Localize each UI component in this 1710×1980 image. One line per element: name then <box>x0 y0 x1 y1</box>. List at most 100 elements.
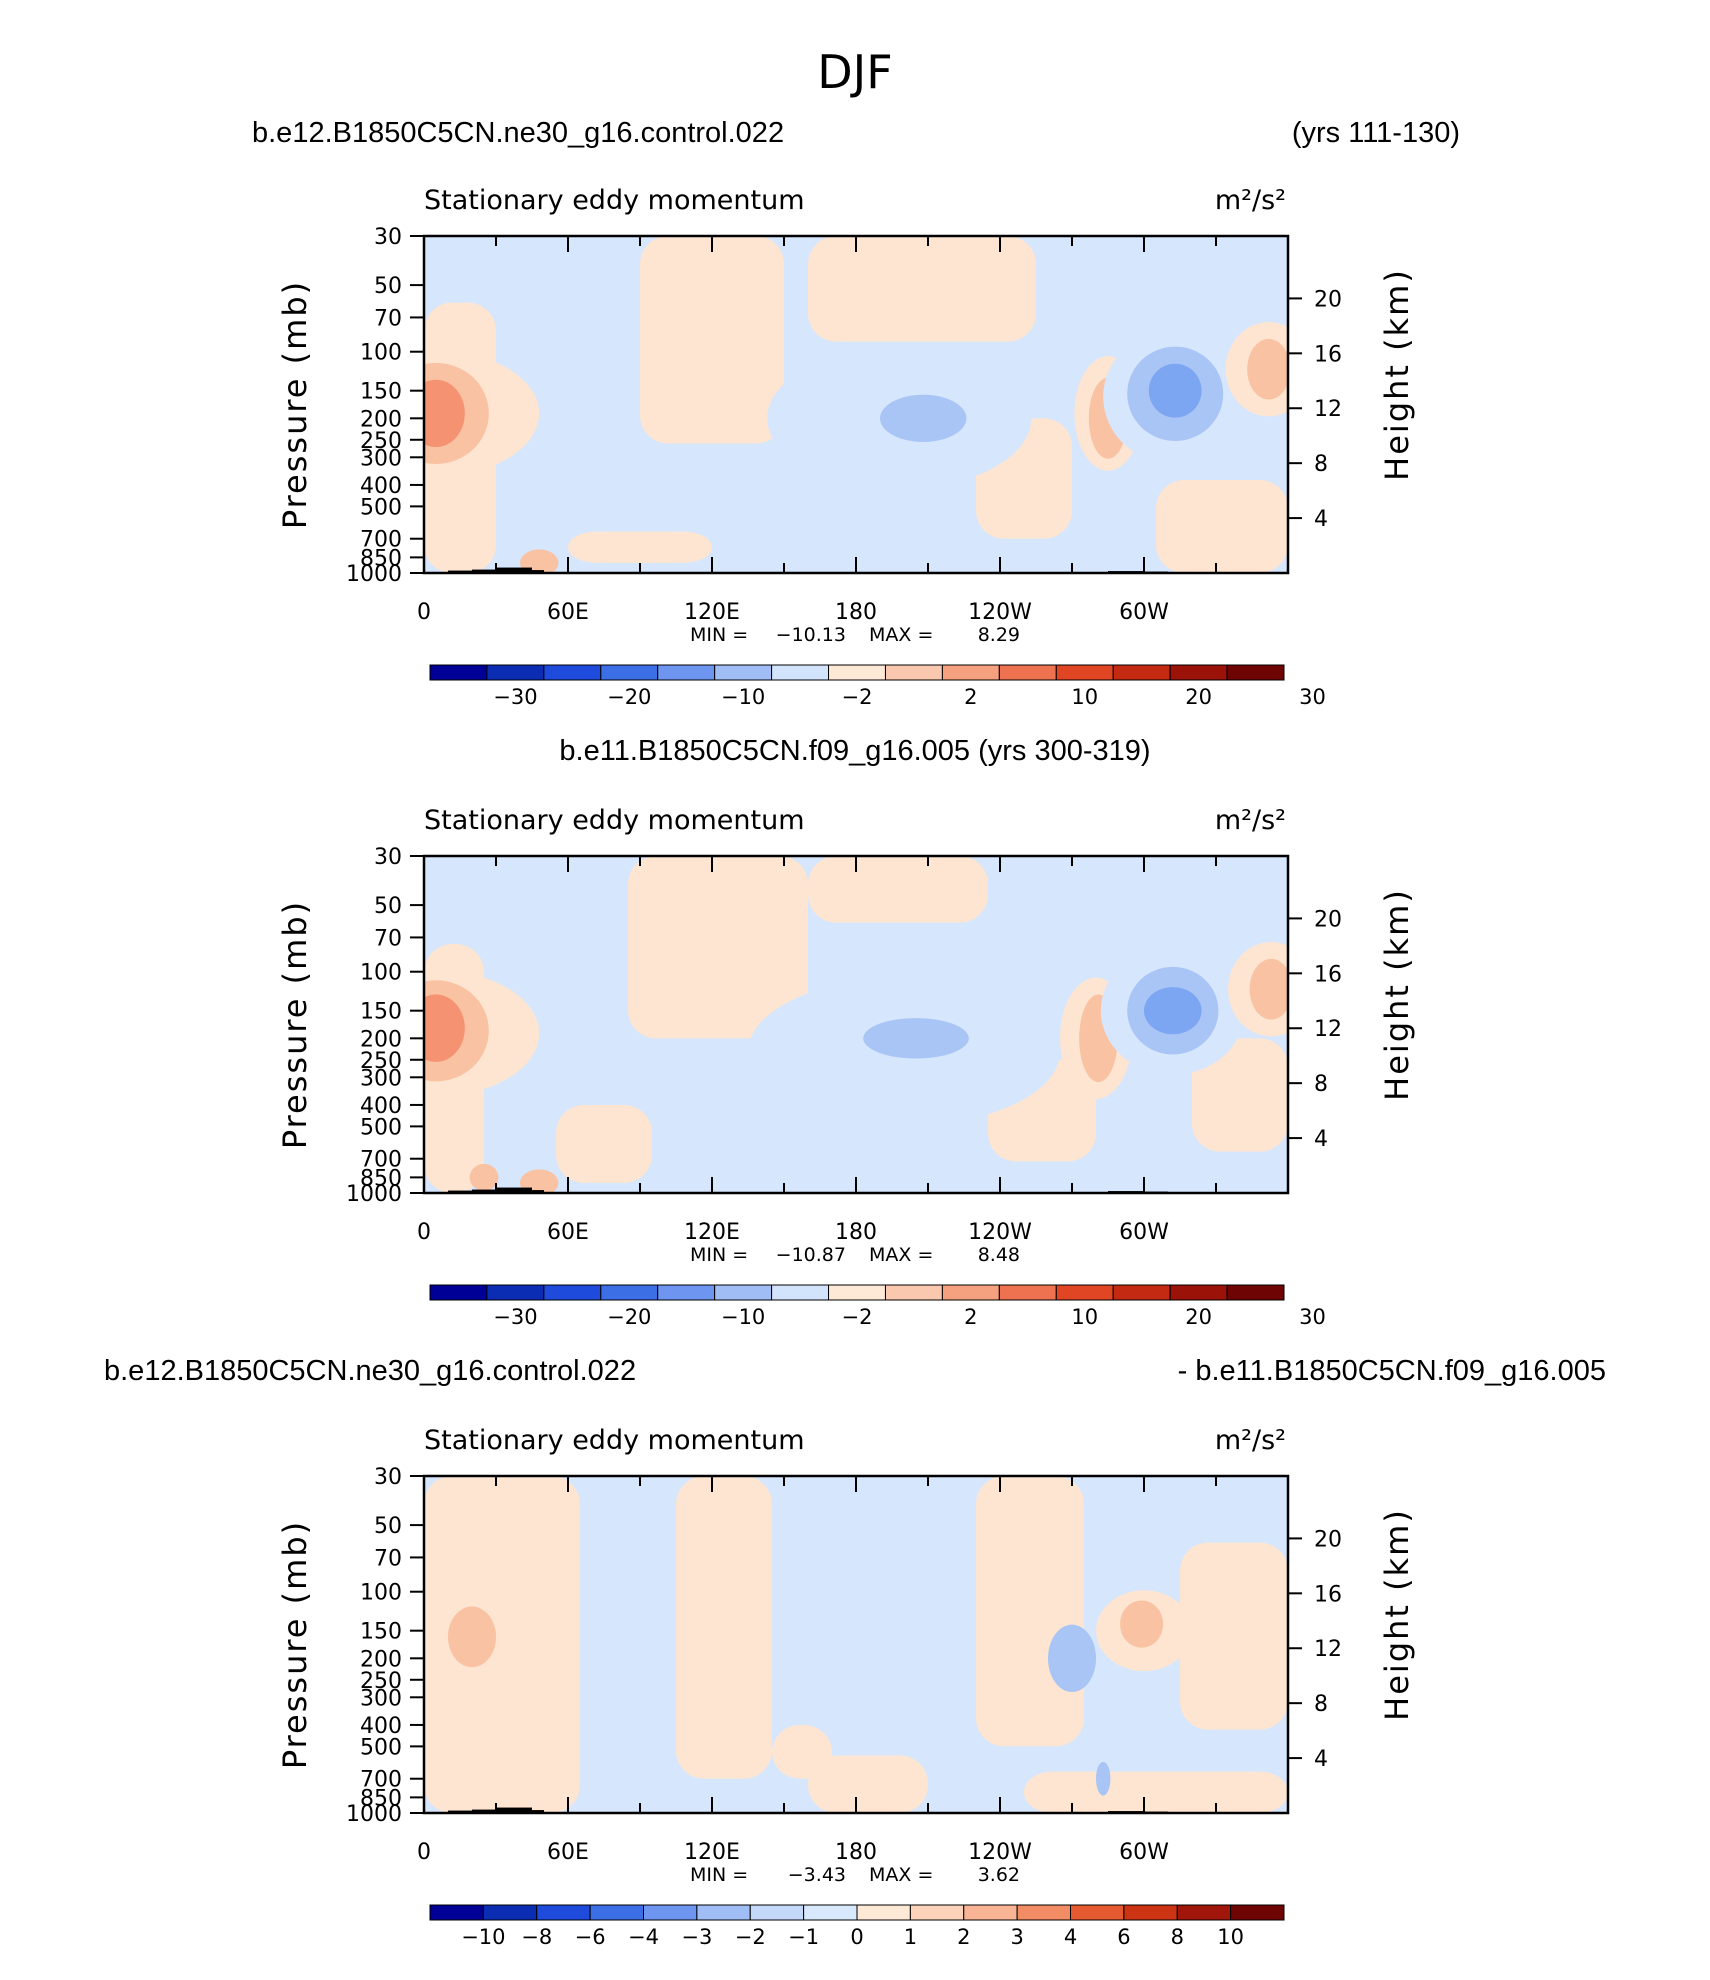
colorbar-label: 2 <box>964 1305 977 1329</box>
colorbar-box <box>771 1284 830 1301</box>
y-right-tick-label: 16 <box>1314 1582 1342 1607</box>
y-tick-label: 400 <box>360 1094 402 1119</box>
colorbar-box <box>714 1284 773 1301</box>
min-value: −3.43 <box>788 1864 846 1886</box>
colorbar-label: −20 <box>607 685 651 709</box>
colorbar-box <box>1055 1284 1114 1301</box>
max-value: 3.62 <box>978 1864 1020 1886</box>
x-tick-label: 180 <box>835 1840 877 1865</box>
colorbar-box <box>1226 664 1285 681</box>
y-tick-label: 30 <box>374 1465 402 1490</box>
contour-region <box>520 1169 559 1193</box>
y-tick-label: 300 <box>360 446 402 471</box>
y-tick-label: 500 <box>360 1735 402 1760</box>
colorbar-box <box>486 1284 545 1301</box>
y-tick-label: 250 <box>360 1669 402 1694</box>
y-right-tick-label: 12 <box>1314 397 1342 422</box>
colorbar-box <box>714 664 773 681</box>
colorbar-label: −2 <box>735 1925 766 1949</box>
colorbar-label: 1 <box>904 1925 917 1949</box>
y-axis-label: Pressure (mb) <box>276 900 314 1149</box>
min-value: −10.13 <box>776 624 846 646</box>
y-tick-label: 700 <box>360 528 402 553</box>
chart-panel-3: b.e12.B1850C5CN.ne30_g16.control.022 - b.… <box>104 1355 1606 1949</box>
y-axis-label: Pressure (mb) <box>276 280 314 529</box>
x-tick-label: 120W <box>968 1220 1032 1245</box>
x-tick-label: 0 <box>417 1220 431 1245</box>
terrain-mask <box>472 1809 496 1813</box>
x-tick-label: 120W <box>968 600 1032 625</box>
y-right-tick-label: 16 <box>1314 342 1342 367</box>
colorbar-label: −8 <box>521 1925 552 1949</box>
colorbar-box <box>643 1904 698 1921</box>
colorbar-label: 3 <box>1010 1925 1023 1949</box>
contour-region <box>1192 1038 1288 1152</box>
min-value: −10.87 <box>776 1244 846 1266</box>
colorbar-box <box>856 1904 911 1921</box>
colorbar-label: −2 <box>842 685 873 709</box>
min-label: MIN = <box>690 1244 748 1266</box>
chart-panel-2: b.e11.B1850C5CN.f09_g16.005 (yrs 300-319… <box>276 735 1416 1329</box>
plot-area <box>424 1476 1288 1813</box>
terrain-mask <box>496 1807 532 1813</box>
y-tick-label: 100 <box>360 1581 402 1606</box>
contour-region <box>424 1476 580 1813</box>
y-tick-label: 850 <box>360 1786 402 1811</box>
contour-region <box>640 236 784 444</box>
contour-region <box>1180 1542 1288 1730</box>
contour-region <box>1156 480 1288 573</box>
colorbar-label: 2 <box>964 685 977 709</box>
colorbar-box <box>429 1904 484 1921</box>
panel-units: m²/s² <box>1215 805 1286 836</box>
y-tick-label: 100 <box>360 341 402 366</box>
colorbar-box <box>803 1904 858 1921</box>
y-tick-label: 300 <box>360 1686 402 1711</box>
y-tick-label: 500 <box>360 1115 402 1140</box>
max-value: 8.48 <box>978 1244 1020 1266</box>
colorbar-box <box>1169 664 1228 681</box>
y-tick-label: 700 <box>360 1768 402 1793</box>
colorbar-box <box>536 1904 591 1921</box>
y-right-tick-label: 12 <box>1314 1637 1342 1662</box>
terrain-mask <box>496 1187 532 1193</box>
y-tick-label: 200 <box>360 407 402 432</box>
x-tick-label: 0 <box>417 1840 431 1865</box>
colorbar-box <box>1226 1284 1285 1301</box>
y-right-tick-label: 20 <box>1314 907 1342 932</box>
y-right-axis-label: Height (km) <box>1378 888 1416 1101</box>
colorbar-box <box>600 664 659 681</box>
max-label: MAX = <box>869 1244 933 1266</box>
x-tick-label: 180 <box>835 600 877 625</box>
colorbar-label: 0 <box>850 1925 863 1949</box>
y-right-tick-label: 4 <box>1314 1747 1328 1772</box>
x-tick-label: 60W <box>1119 600 1169 625</box>
panel-subtitle: Stationary eddy momentum <box>424 805 805 836</box>
y-right-tick-label: 8 <box>1314 1692 1328 1717</box>
contour-region <box>880 394 967 442</box>
x-tick-label: 60W <box>1119 1220 1169 1245</box>
x-tick-label: 60W <box>1119 1840 1169 1865</box>
colorbar-box <box>884 1284 943 1301</box>
contour-region <box>469 1163 499 1191</box>
colorbar-box <box>771 664 830 681</box>
y-tick-label: 400 <box>360 474 402 499</box>
colorbar-box <box>1055 664 1114 681</box>
y-right-tick-label: 4 <box>1314 1127 1328 1152</box>
y-tick-label: 1000 <box>346 562 402 587</box>
min-label: MIN = <box>690 624 748 646</box>
y-tick-label: 70 <box>374 306 402 331</box>
colorbar-box <box>828 664 886 681</box>
terrain-mask <box>472 1189 496 1193</box>
panel-units: m²/s² <box>1215 185 1286 216</box>
terrain-mask <box>532 1190 544 1193</box>
colorbar-box <box>1230 1904 1285 1921</box>
max-label: MAX = <box>869 624 933 646</box>
colorbar-label: 20 <box>1185 685 1212 709</box>
panel-header-right: - b.e11.B1850C5CN.f09_g16.005 <box>1178 1355 1606 1387</box>
x-tick-label: 60E <box>547 1220 589 1245</box>
contour-region <box>1247 338 1288 400</box>
contour-region <box>1096 1761 1111 1796</box>
colorbar-box <box>657 1284 716 1301</box>
y-tick-label: 250 <box>360 429 402 454</box>
colorbar-box <box>749 1904 805 1921</box>
